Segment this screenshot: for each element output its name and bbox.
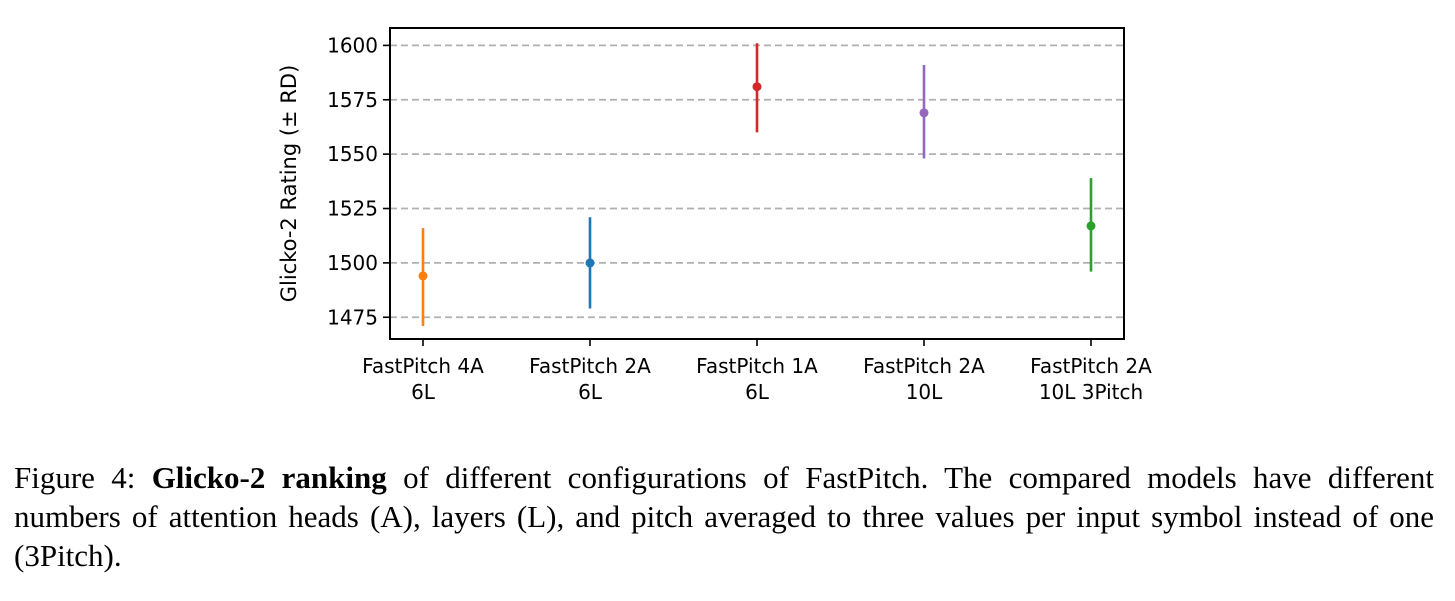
caption-bold: Glicko-2 ranking — [151, 460, 387, 495]
figure-caption: Figure 4: Glicko-2 ranking of different … — [14, 458, 1434, 575]
x-tick-label: FastPitch 1A — [696, 354, 818, 378]
y-tick-label: 1600 — [327, 33, 378, 57]
x-tick-label: 6L — [745, 380, 770, 404]
y-tick-label: 1575 — [327, 88, 378, 112]
y-tick-label: 1550 — [327, 142, 378, 166]
y-axis-ticks: 1475 1500 1525 1550 1575 1600 — [327, 33, 390, 329]
data-point — [919, 108, 929, 118]
caption-prefix: Figure 4: — [14, 460, 152, 495]
y-tick-label: 1525 — [327, 197, 378, 221]
x-tick-label: FastPitch 4A — [362, 354, 484, 378]
data-point — [752, 82, 762, 92]
x-tick-label: FastPitch 2A — [1030, 354, 1152, 378]
plot-frame — [389, 27, 1125, 340]
x-tick-label: 6L — [578, 380, 603, 404]
x-tick-label: FastPitch 2A — [529, 354, 651, 378]
data-point — [585, 258, 595, 268]
x-tick-label: FastPitch 2A — [863, 354, 985, 378]
y-tick-label: 1475 — [327, 305, 378, 329]
caption-text: of different configurations of FastPitch… — [14, 460, 1434, 573]
data-points — [418, 43, 1096, 326]
y-axis-label: Glicko-2 Rating (± RD) — [277, 65, 301, 303]
x-tick-label: 10L 3Pitch — [1039, 380, 1143, 404]
x-tick-label: 6L — [411, 380, 436, 404]
x-tick-label: 10L — [906, 380, 943, 404]
data-point — [418, 271, 428, 281]
y-tick-label: 1500 — [327, 251, 378, 275]
data-point — [1086, 221, 1096, 231]
